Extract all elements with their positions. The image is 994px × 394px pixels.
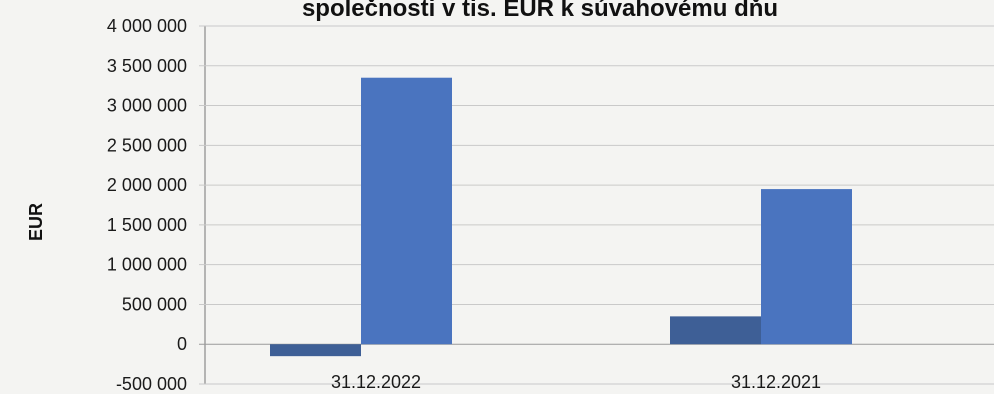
- y-tick-label: 2 500 000: [107, 135, 187, 155]
- bar-1-2: [670, 316, 761, 345]
- y-tick-label: 4 000 000: [107, 16, 187, 36]
- x-category-label: 31.12.2022: [331, 372, 421, 392]
- x-axis-categories: 31.12.2022 31.12.2021: [331, 372, 821, 392]
- y-tick-label: 1 500 000: [107, 215, 187, 235]
- gridlines: [199, 25, 994, 385]
- y-tick-label: -500 000: [116, 374, 187, 394]
- y-tick-label: 0: [177, 334, 187, 354]
- bar-1-1: [270, 344, 361, 357]
- y-axis-ticks: 4 000 000 3 500 000 3 000 000 2 500 000 2 00…: [107, 16, 187, 394]
- y-tick-label: 3 000 000: [107, 96, 187, 116]
- bars: [270, 77, 852, 357]
- bar-2-2: [761, 189, 852, 345]
- chart-title: společnosti v tis. EUR k súvahovému dňu: [302, 0, 778, 22]
- y-axis-title: EUR: [26, 203, 46, 241]
- bar-2-1: [361, 77, 452, 345]
- y-tick-label: 2 000 000: [107, 175, 187, 195]
- y-tick-label: 1 000 000: [107, 255, 187, 275]
- y-tick-label: 500 000: [122, 294, 187, 314]
- x-category-label: 31.12.2021: [731, 372, 821, 392]
- y-tick-label: 3 500 000: [107, 56, 187, 76]
